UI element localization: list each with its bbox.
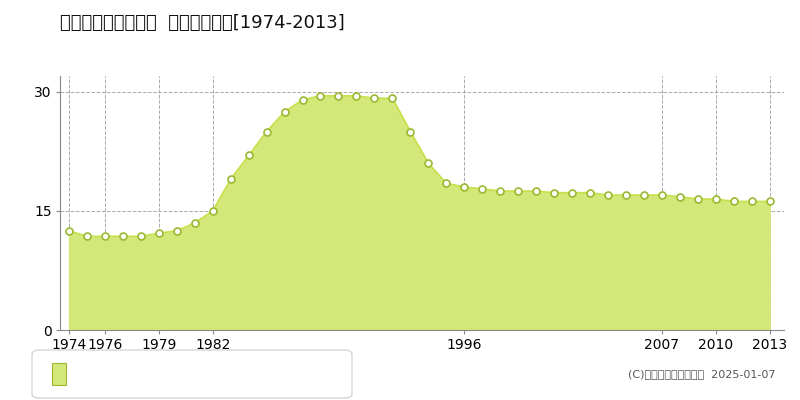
Text: (C)土地価格ドットコム  2025-01-07: (C)土地価格ドットコム 2025-01-07 [629,369,776,379]
Text: 一宮市今伊勢町宮後  公示地価推移[1974-2013]: 一宮市今伊勢町宮後 公示地価推移[1974-2013] [60,14,345,32]
Text: 公示地価  平均坪単価(万円/坪): 公示地価 平均坪単価(万円/坪) [76,368,188,380]
